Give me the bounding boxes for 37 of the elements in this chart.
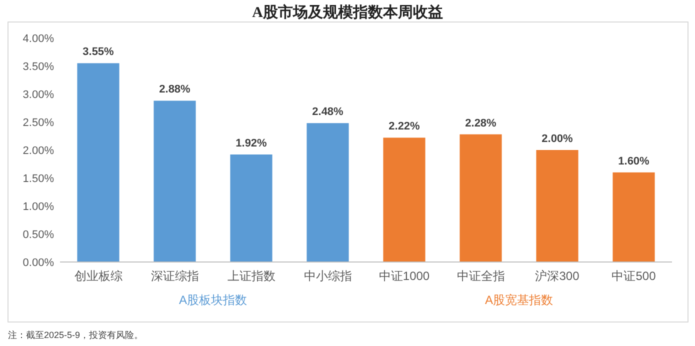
bar [77, 63, 120, 262]
y-tick-label: 2.50% [22, 117, 54, 129]
x-tick-label: 创业板综 [74, 269, 122, 283]
x-tick-label: 中小综指 [304, 269, 352, 283]
x-tick-label: 中证全指 [456, 269, 505, 283]
text: A股板块指数 [178, 293, 248, 307]
y-tick-label: 0.50% [22, 229, 54, 241]
chart-title: A股市场及规模指数本周收益 [252, 3, 443, 21]
bar [230, 154, 272, 262]
y-tick-label: 0.00% [22, 257, 54, 269]
bar [383, 138, 426, 262]
bar [154, 100, 196, 262]
x-tick-label: 深证综指 [150, 269, 199, 283]
bar [306, 123, 349, 262]
text: A股宽基指数 [484, 293, 554, 307]
bar [536, 150, 578, 262]
y-tick-label: 4.00% [22, 33, 54, 45]
data-label: 1.60% [618, 155, 650, 168]
data-label: 2.88% [159, 84, 191, 96]
y-tick-label: 2.00% [22, 145, 54, 157]
data-label: 2.22% [388, 120, 420, 133]
data-label: 3.55% [82, 46, 114, 58]
x-tick-label: 上证指数 [227, 269, 276, 283]
x-tick-label: 中证1000 [378, 269, 430, 283]
data-label: 2.00% [542, 133, 574, 145]
y-tick-label: 3.00% [22, 89, 54, 101]
bar [460, 134, 502, 262]
text: 注：截至2025-5-9，投资有风险。 [8, 330, 144, 340]
data-label: 1.92% [236, 137, 268, 150]
x-tick-label: 沪深300 [535, 269, 580, 283]
data-label: 2.48% [312, 106, 344, 118]
y-tick-label: 1.00% [22, 201, 54, 213]
x-tick-label: 中证500 [612, 269, 656, 283]
y-tick-label: 3.50% [22, 61, 54, 73]
y-tick-label: 1.50% [22, 173, 54, 185]
data-label: 2.28% [465, 117, 497, 130]
bar [612, 172, 655, 262]
